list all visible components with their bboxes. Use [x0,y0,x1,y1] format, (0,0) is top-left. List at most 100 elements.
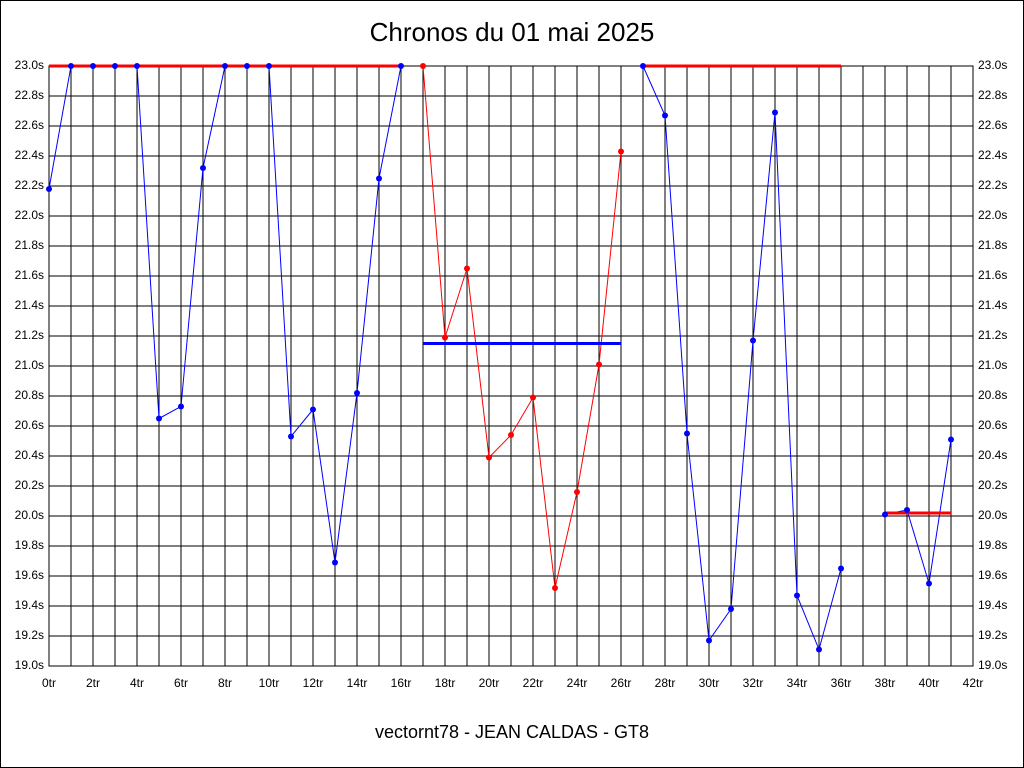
x-tick-label: 32tr [743,676,764,690]
data-point [156,415,162,422]
y2-tick-label: 22.2s [978,178,1007,192]
y2-tick-label: 19.0s [978,658,1007,672]
y2-tick-label: 22.4s [978,148,1007,162]
data-point [376,175,382,182]
y-tick-label: 21.4s [15,298,44,312]
data-point [728,606,734,612]
y2-tick-label: 20.4s [978,448,1007,462]
data-point [882,511,888,518]
y-tick-label: 22.4s [15,148,44,162]
y-tick-label: 19.6s [15,568,44,582]
data-point [266,63,272,69]
y2-tick-label: 22.0s [978,208,1007,222]
y-tick-label: 21.8s [15,238,44,252]
data-point [420,63,426,69]
x-tick-label: 34tr [787,676,808,690]
y2-tick-label: 20.6s [978,418,1007,432]
data-point [486,454,492,461]
y2-tick-label: 22.6s [978,118,1007,132]
y-tick-label: 22.0s [15,208,44,222]
y-tick-label: 20.6s [15,418,44,432]
y-tick-label: 19.2s [15,628,44,642]
y2-tick-label: 19.4s [978,598,1007,612]
data-point [926,580,932,587]
y-tick-label: 21.0s [15,358,44,372]
y2-tick-label: 21.8s [978,238,1007,252]
data-point [662,112,668,119]
y-tick-label: 20.4s [15,448,44,462]
data-point [816,646,822,653]
data-point [200,165,206,171]
y2-tick-label: 21.6s [978,268,1007,282]
x-tick-label: 2tr [86,676,100,690]
x-tick-label: 28tr [655,676,676,690]
y-tick-label: 19.0s [15,658,44,672]
x-tick-label: 16tr [391,676,412,690]
data-point [244,63,250,69]
data-point [706,637,712,644]
y2-tick-label: 21.4s [978,298,1007,312]
data-point [574,489,580,495]
data-point [332,559,338,566]
data-point [750,337,756,344]
y-tick-label: 19.4s [15,598,44,612]
x-tick-label: 38tr [875,676,896,690]
x-tick-label: 12tr [303,676,324,690]
data-point [772,109,778,116]
y2-tick-label: 21.2s [978,328,1007,342]
y-tick-label: 23.0s [15,58,44,72]
x-tick-label: 10tr [259,676,280,690]
x-tick-label: 36tr [831,676,852,690]
data-point [618,148,624,155]
x-tick-label: 0tr [42,676,56,690]
y-tick-label: 20.2s [15,478,44,492]
data-point [310,406,316,413]
y-tick-label: 20.8s [15,388,44,402]
data-point [90,63,96,69]
x-tick-label: 22tr [523,676,544,690]
data-point [398,63,404,69]
y2-tick-label: 22.8s [978,88,1007,102]
data-point [508,432,514,438]
y-tick-label: 22.8s [15,88,44,102]
y-tick-label: 22.2s [15,178,44,192]
data-point [838,565,844,572]
y-tick-label: 21.6s [15,268,44,282]
x-axis-label: vectornt78 - JEAN CALDAS - GT8 [375,722,649,742]
y-tick-label: 20.0s [15,508,44,522]
data-point [46,186,52,192]
y-tick-label: 19.8s [15,538,44,552]
x-tick-label: 40tr [919,676,940,690]
data-point [640,63,646,69]
x-tick-label: 18tr [435,676,456,690]
y2-tick-label: 20.8s [978,388,1007,402]
x-tick-label: 8tr [218,676,232,690]
data-point [68,63,74,69]
y-tick-label: 21.2s [15,328,44,342]
x-tick-label: 6tr [174,676,188,690]
data-point [288,433,294,440]
x-tick-label: 14tr [347,676,368,690]
y2-tick-label: 20.0s [978,508,1007,522]
data-point [552,585,558,591]
data-point [178,403,184,410]
y-tick-label: 22.6s [15,118,44,132]
series-line [422,65,622,589]
data-point [948,436,954,443]
data-point [794,592,800,599]
y2-tick-label: 19.6s [978,568,1007,582]
data-point [904,507,910,513]
x-tick-label: 20tr [479,676,500,690]
x-tick-label: 4tr [130,676,144,690]
data-point [112,63,118,69]
data-point [442,334,448,341]
x-tick-label: 30tr [699,676,720,690]
chart-title: Chronos du 01 mai 2025 [370,17,655,47]
data-point [464,265,470,272]
data-point [596,361,602,368]
y2-tick-label: 20.2s [978,478,1007,492]
data-point [530,394,536,401]
x-tick-label: 24tr [567,676,588,690]
